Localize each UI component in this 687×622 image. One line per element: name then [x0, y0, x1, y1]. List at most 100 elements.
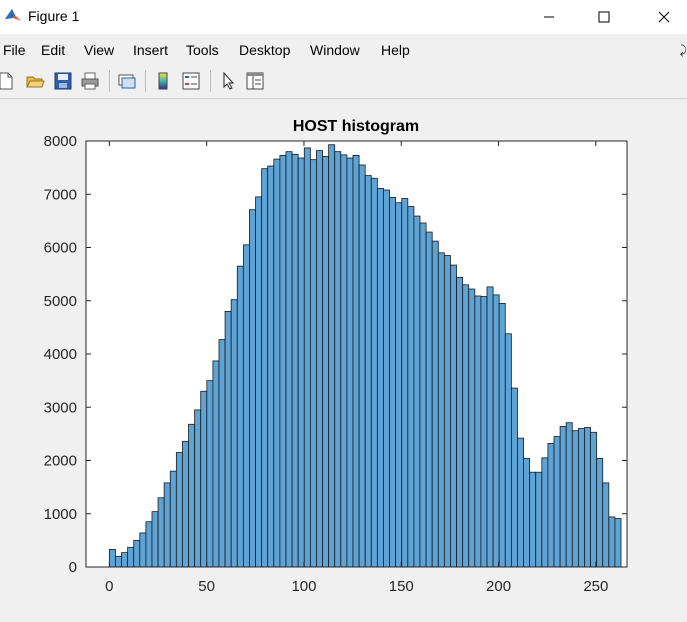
pointer-icon[interactable]	[219, 71, 239, 91]
toolbar-separator	[109, 70, 110, 92]
open-file-icon[interactable]	[25, 71, 45, 91]
histogram-bar	[139, 532, 147, 568]
histogram-bar	[236, 265, 244, 568]
histogram-bar	[352, 154, 360, 568]
property-inspector-icon[interactable]	[245, 71, 265, 91]
menu-window[interactable]: Window	[310, 42, 360, 58]
y-tick-label: 7000	[44, 186, 77, 203]
close-button[interactable]	[641, 0, 687, 34]
link-plot-icon[interactable]	[117, 71, 137, 91]
maximize-button[interactable]	[581, 0, 627, 34]
y-tick-label: 3000	[44, 399, 77, 416]
menu-help[interactable]: Help	[381, 42, 410, 58]
histogram-bar	[358, 164, 366, 568]
histogram-bar	[212, 360, 220, 568]
x-tick-label: 200	[486, 578, 511, 595]
histogram-bar	[303, 147, 311, 568]
histogram-bar	[145, 521, 153, 568]
histogram-bar	[151, 511, 159, 568]
histogram-bar	[115, 555, 122, 568]
histogram-bar	[285, 151, 293, 568]
histogram-bar	[194, 409, 202, 568]
histogram-bar	[504, 333, 512, 568]
histogram-bar	[182, 440, 189, 568]
y-tick-label: 5000	[44, 293, 77, 310]
histogram-bar	[383, 189, 390, 568]
title-bar: Figure 1	[0, 0, 687, 34]
histogram-bar	[261, 168, 269, 568]
y-tick-label: 8000	[44, 133, 77, 150]
x-tick-label: 50	[198, 578, 215, 595]
histogram-bar	[249, 209, 256, 568]
histogram-bar	[523, 457, 531, 568]
window-title: Figure 1	[28, 8, 80, 24]
histogram-bar	[553, 436, 561, 568]
histogram-bar	[425, 231, 433, 568]
histogram-bar	[370, 177, 378, 568]
minimize-button[interactable]	[526, 0, 572, 34]
close-icon	[658, 11, 670, 23]
y-tick-label: 6000	[44, 240, 77, 257]
y-tick-label: 2000	[44, 453, 77, 470]
histogram-bar	[480, 296, 488, 568]
histogram-bar	[614, 518, 622, 568]
print-icon[interactable]	[80, 71, 100, 91]
histogram-bar	[547, 443, 555, 568]
minimize-icon	[544, 16, 554, 18]
chart-title: HOST histogram	[293, 118, 419, 135]
histogram-bar	[127, 546, 135, 568]
histogram-bar	[468, 288, 476, 568]
maximize-icon	[598, 11, 610, 23]
histogram-bar	[169, 470, 177, 568]
histogram-bar	[517, 437, 524, 568]
histogram-bar	[590, 431, 598, 568]
legend-icon[interactable]	[181, 71, 201, 91]
histogram-bars	[108, 144, 622, 568]
x-tick-label: 150	[389, 578, 414, 595]
histogram-bar	[334, 151, 342, 568]
menu-file[interactable]: File	[3, 42, 26, 58]
menu-view[interactable]: View	[84, 42, 115, 58]
histogram-bar	[163, 482, 171, 568]
toolbar-separator	[145, 70, 146, 92]
histogram-chart[interactable]: 0 1000 2000 3000 4000 5000 6000 7000 8000 0 50 100…	[0, 99, 687, 622]
histogram-bar	[541, 457, 549, 568]
x-tick-label: 0	[105, 578, 113, 595]
new-figure-icon[interactable]	[0, 71, 16, 91]
undock-arrow-icon[interactable]: ⤸	[679, 43, 687, 57]
menu-tools[interactable]: Tools	[186, 42, 219, 58]
menu-desktop[interactable]: Desktop	[239, 42, 291, 58]
histogram-bar	[571, 430, 579, 568]
histogram-bar	[486, 286, 494, 568]
menu-insert[interactable]: Insert	[133, 42, 169, 58]
histogram-bar	[401, 198, 409, 568]
histogram-bar	[407, 206, 415, 568]
y-axis: 0 1000 2000 3000 4000 5000 6000 7000 8000	[44, 133, 627, 576]
menu-edit[interactable]: Edit	[41, 42, 66, 58]
histogram-bar	[267, 165, 275, 568]
histogram-bar	[340, 154, 348, 568]
save-icon[interactable]	[53, 71, 73, 91]
matlab-logo-icon[interactable]	[4, 6, 22, 24]
histogram-bar	[602, 482, 610, 568]
x-tick-label: 250	[583, 578, 608, 595]
x-tick-label: 100	[291, 578, 316, 595]
toolbar-separator	[210, 70, 211, 92]
y-tick-label: 1000	[44, 506, 77, 523]
histogram-bar	[413, 215, 421, 568]
histogram-bar	[309, 159, 317, 568]
histogram-bar	[535, 471, 543, 568]
histogram-bar	[188, 423, 196, 568]
histogram-bar	[328, 144, 336, 568]
histogram-bar	[462, 284, 470, 568]
histogram-bar	[456, 276, 464, 568]
colorbar-icon[interactable]	[153, 71, 173, 91]
menu-bar: File Edit View Insert Tools Desktop Wind…	[0, 36, 687, 64]
histogram-bar	[510, 387, 518, 568]
histogram-bar	[242, 244, 250, 568]
histogram-bar	[450, 264, 457, 568]
histogram-bar	[157, 497, 165, 568]
x-axis: 0 50 100 150 200 250	[105, 141, 608, 595]
y-tick-label: 4000	[44, 346, 77, 363]
histogram-bar	[608, 516, 616, 568]
